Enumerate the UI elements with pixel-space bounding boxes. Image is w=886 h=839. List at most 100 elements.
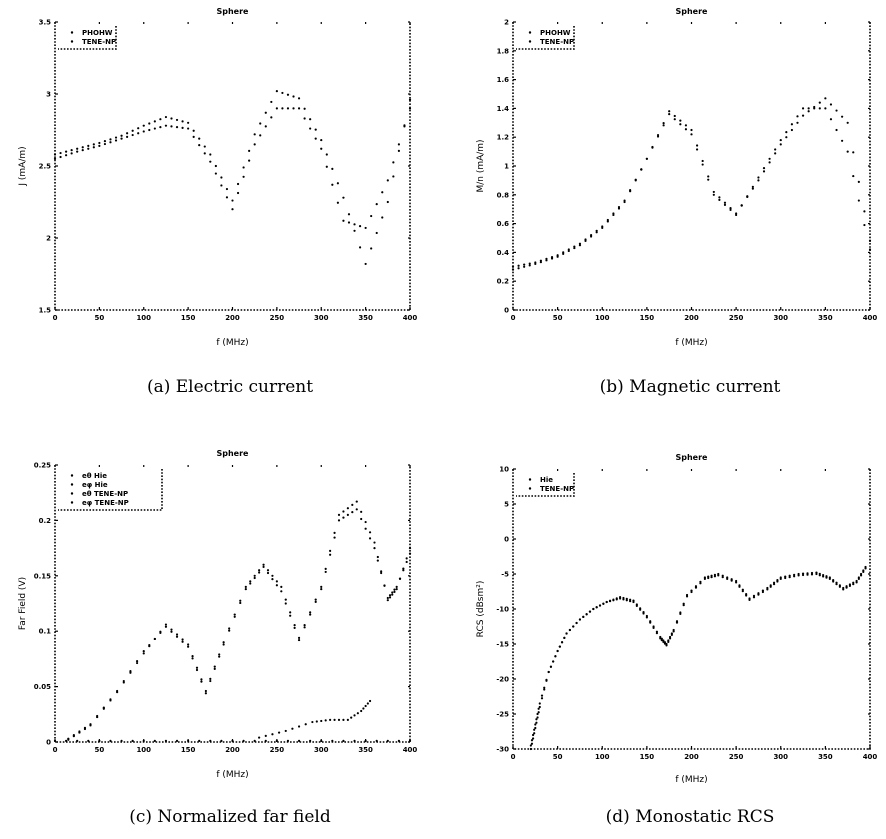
data-point <box>710 576 713 579</box>
data-point <box>632 600 635 604</box>
data-point <box>846 121 849 124</box>
data-point <box>779 138 782 142</box>
data-point <box>529 747 532 751</box>
data-point <box>131 129 134 132</box>
data-point <box>608 600 612 603</box>
data-point <box>355 508 358 511</box>
data-point <box>70 149 73 152</box>
data-point <box>386 596 389 600</box>
x-axis-label: f (MHz) <box>216 770 248 780</box>
data-point <box>774 148 777 151</box>
data-point <box>195 666 199 669</box>
data-point <box>535 718 538 721</box>
data-point <box>673 114 676 118</box>
data-point <box>270 100 273 104</box>
data-point <box>835 583 838 586</box>
data-point <box>395 587 398 591</box>
data-point <box>622 598 625 601</box>
data-point <box>59 151 62 155</box>
data-point <box>829 103 833 106</box>
data-point <box>329 553 332 556</box>
data-point <box>218 653 221 656</box>
data-point <box>337 513 341 516</box>
data-point <box>248 149 251 152</box>
data-point <box>214 164 217 168</box>
data-point <box>672 630 675 633</box>
data-point <box>271 574 274 577</box>
data-point <box>222 643 225 646</box>
data-point <box>862 570 865 574</box>
axes-frame <box>512 22 871 311</box>
data-point <box>253 574 256 577</box>
data-point <box>259 134 262 137</box>
data-point <box>640 168 643 171</box>
data-point <box>53 157 57 160</box>
data-point <box>403 125 406 128</box>
data-point <box>528 264 531 267</box>
data-point <box>376 559 379 562</box>
data-point <box>347 221 351 224</box>
data-point <box>386 739 389 742</box>
data-point <box>757 179 760 182</box>
data-point <box>297 638 301 642</box>
data-point <box>366 702 369 705</box>
data-point <box>70 152 73 155</box>
data-point <box>560 641 564 644</box>
x-axis-label: f (MHz) <box>675 775 707 785</box>
data-point <box>200 680 203 683</box>
data-point <box>838 585 841 588</box>
data-point <box>619 597 622 600</box>
data-point <box>370 214 373 218</box>
legend-entry: TENE-NP <box>540 485 574 493</box>
data-point <box>281 107 284 110</box>
data-point <box>364 226 367 230</box>
data-point <box>342 516 345 519</box>
data-point <box>292 107 295 110</box>
data-point <box>584 239 587 242</box>
legend-entry: eθ Hie <box>82 472 107 480</box>
panel-d-monostatic-rcs: 0 50 100 150 200 250 300 350 400-30-25-20-15-10-… <box>476 453 877 827</box>
data-point <box>228 629 231 632</box>
data-point <box>723 201 727 204</box>
data-point <box>375 203 378 206</box>
data-point <box>284 602 287 605</box>
data-point <box>761 590 765 594</box>
data-point <box>170 117 173 120</box>
data-point <box>218 655 221 658</box>
data-point <box>662 124 665 127</box>
y-axis-label: M/n (mA/m) <box>476 139 486 192</box>
data-point <box>324 567 327 570</box>
data-point <box>353 229 356 232</box>
data-point <box>388 596 392 599</box>
data-point <box>707 175 710 178</box>
axes-frame <box>512 469 871 750</box>
data-point <box>863 223 866 227</box>
data-point <box>595 231 598 234</box>
data-point <box>381 216 384 219</box>
series-2 <box>53 107 412 230</box>
chart-title: Sphere <box>676 7 709 16</box>
data-point <box>303 624 306 627</box>
data-point <box>329 718 332 721</box>
x-tick-label: 200 <box>684 314 699 322</box>
data-point <box>153 739 156 742</box>
data-point <box>578 244 582 247</box>
data-point <box>333 718 336 721</box>
data-point <box>585 613 588 616</box>
data-point <box>320 138 323 142</box>
data-point <box>373 541 376 544</box>
data-point <box>198 739 201 742</box>
data-point <box>534 723 537 726</box>
data-point <box>204 692 207 695</box>
data-point <box>556 255 559 258</box>
data-point <box>534 262 537 266</box>
data-point <box>329 549 332 552</box>
data-point <box>131 133 134 137</box>
x-tick-label: 300 <box>773 314 788 322</box>
data-point <box>204 689 207 693</box>
x-tick-label: 150 <box>640 314 655 322</box>
data-point <box>126 132 129 135</box>
data-point <box>864 567 867 570</box>
data-point <box>684 128 688 131</box>
data-point <box>360 510 363 513</box>
